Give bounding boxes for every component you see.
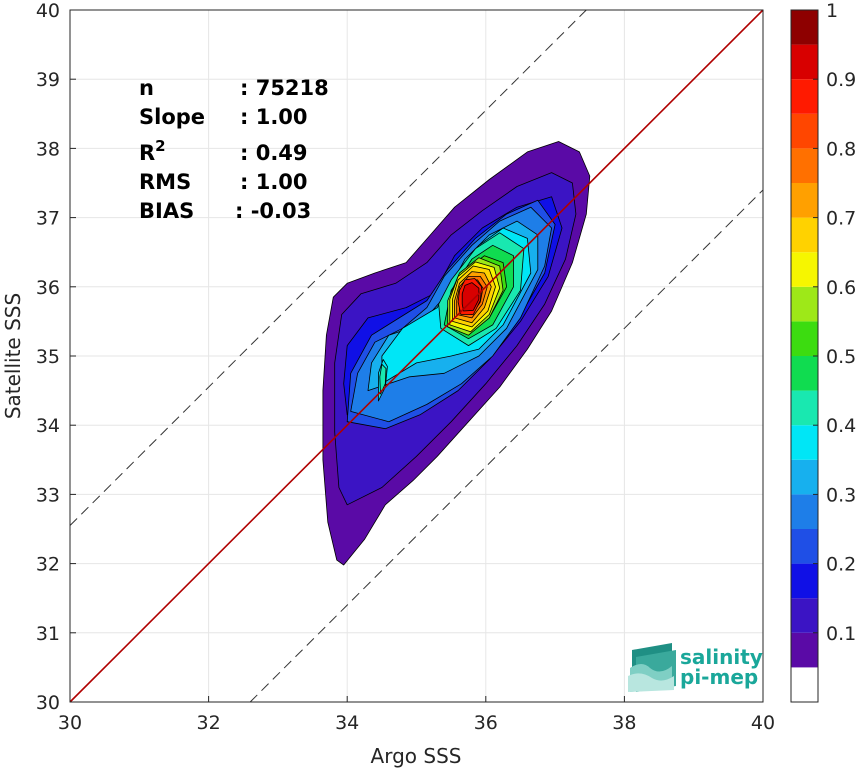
x-axis-ticks: 30 32 34 36 38 40 [58,696,775,734]
colorbar-swatch [791,183,818,218]
y-tick-label: 39 [36,69,60,91]
colorbar-swatch [791,598,818,633]
density-contours [322,141,591,566]
colorbar-swatch [791,425,818,460]
stat-label: RMS [139,170,191,194]
colorbar-swatch [791,217,818,253]
stat-value: : 1.00 [240,170,308,194]
colorbar-swatch [791,632,818,668]
logo-text-line1: salinity [680,645,763,669]
stat-value: : -0.03 [235,199,311,223]
y-tick-label: 32 [36,554,60,576]
x-tick-label: 34 [335,712,359,734]
colorbar-swatch [791,321,818,356]
colorbar-swatch [791,494,818,529]
x-axis-label: Argo SSS [371,744,462,768]
y-axis-label: Satellite SSS [1,293,25,419]
colorbar-tick-label: 0.9 [826,69,856,91]
stat-label: n [139,76,154,100]
stats-box: n : 75218 Slope : 1.00 R2 : 0.49 RMS : 1.00 BIAS… [139,76,329,223]
colorbar-tick-label: 0.6 [826,277,856,299]
stat-value: : 1.00 [240,105,308,129]
colorbar-tick-label: 0.2 [826,554,856,576]
y-tick-label: 35 [36,346,60,368]
y-tick-label: 31 [36,623,60,645]
colorbar-tick-label: 1 [826,0,838,22]
colorbar-swatch [791,10,818,45]
colorbar-tick-label: 0.1 [826,623,856,645]
reference-lines [69,9,764,703]
stat-value: : 0.49 [240,141,308,165]
salinity-pi-mep-logo: salinity pi-mep [628,643,763,692]
contour-level-0.4 [379,363,387,395]
colorbar-swatch [791,79,818,114]
stat-label: R2 [139,137,166,165]
y-tick-label: 34 [36,415,60,437]
stat-value: : 75218 [240,76,329,100]
colorbar-swatch [791,44,818,80]
x-tick-label: 36 [474,712,498,734]
dashed-offset-line [249,189,764,703]
dashed-offset-line [69,9,587,526]
y-axis-ticks: 30 31 32 33 34 35 36 37 38 39 40 [36,0,76,714]
colorbar-swatch [791,529,818,564]
y-tick-label: 36 [36,277,60,299]
colorbar-tick-label: 0.4 [826,415,856,437]
logo-text-line2: pi-mep [680,665,758,689]
colorbar-tick-label: 0.3 [826,484,856,506]
y-tick-label: 37 [36,208,60,230]
y-tick-label: 40 [36,0,60,22]
colorbar-swatch [791,113,818,149]
colorbar-swatch [791,356,818,391]
stat-label-superscript: 2 [155,137,165,155]
colorbar-swatch [791,148,818,183]
y-tick-label: 38 [36,138,60,160]
colorbar-swatch [791,286,818,322]
x-tick-label: 32 [197,712,221,734]
stat-label: Slope [139,105,205,129]
colorbar-swatch [791,252,818,287]
colorbar-swatch [791,459,818,495]
colorbar: 0.1 0.2 0.3 0.4 0.5 0.6 0.7 0.8 0.9 1 [790,0,856,703]
colorbar-swatch [791,563,818,599]
stat-label: BIAS [139,199,194,223]
wave-logo-icon [628,643,676,692]
y-tick-label: 33 [36,484,60,506]
one-to-one-line [69,9,764,703]
colorbar-tick-label: 0.8 [826,138,856,160]
y-tick-label: 30 [36,692,60,714]
colorbar-swatch [791,667,818,702]
x-tick-label: 38 [612,712,636,734]
contour-level-0.9 [461,282,480,312]
colorbar-swatch [791,390,818,426]
x-tick-label: 40 [751,712,775,734]
x-tick-label: 30 [58,712,82,734]
colorbar-tick-label: 0.7 [826,208,856,230]
colorbar-tick-label: 0.5 [826,346,856,368]
